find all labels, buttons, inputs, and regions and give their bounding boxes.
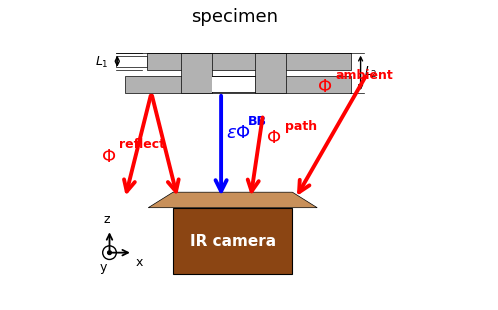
Text: $\Phi$: $\Phi$ (101, 148, 116, 166)
Bar (116, 56, 147, 67)
Text: y: y (100, 261, 107, 274)
Text: IR camera: IR camera (190, 234, 275, 249)
Text: $\Phi$: $\Phi$ (317, 78, 332, 96)
Text: BB: BB (248, 115, 267, 128)
Bar (181, 53, 212, 93)
Bar (173, 208, 292, 274)
Text: specimen: specimen (192, 8, 278, 26)
Text: z: z (104, 213, 111, 226)
Text: $L_2$: $L_2$ (364, 65, 377, 80)
Bar (212, 77, 255, 92)
Bar (125, 76, 351, 93)
Text: x: x (135, 256, 142, 269)
Bar (147, 53, 351, 70)
Text: $\Phi$: $\Phi$ (266, 129, 281, 147)
Text: reflect: reflect (120, 138, 165, 151)
Bar (255, 53, 286, 93)
Text: ambient: ambient (336, 69, 393, 82)
Text: path: path (285, 120, 317, 133)
Circle shape (108, 251, 112, 255)
Text: $\varepsilon\Phi$: $\varepsilon\Phi$ (226, 124, 250, 142)
Text: $L_1$: $L_1$ (95, 55, 109, 70)
Polygon shape (148, 192, 317, 208)
